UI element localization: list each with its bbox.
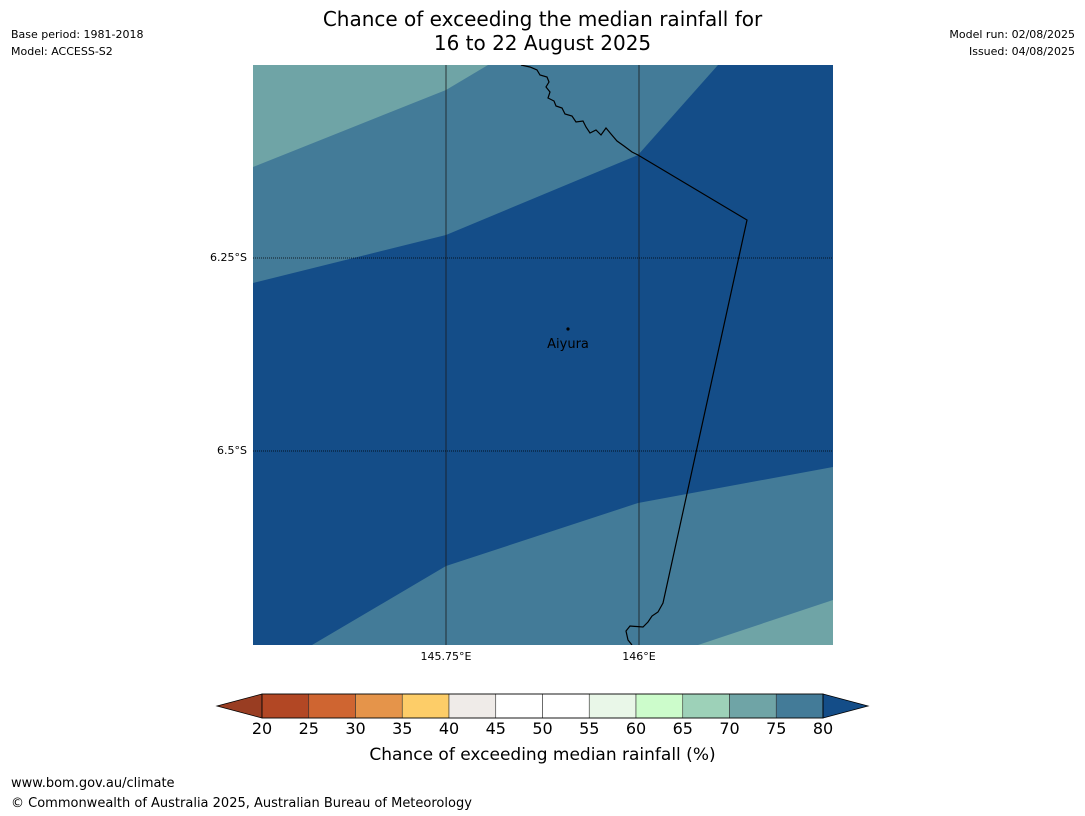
colorbar-segment [682, 693, 730, 719]
colorbar-segment [542, 693, 590, 719]
model-run-text: Model run: 02/08/2025 [949, 28, 1075, 41]
colorbar-tick-label: 25 [298, 719, 319, 738]
colorbar-segment [308, 693, 356, 719]
lat-label-6-25: 6.25°S [210, 251, 247, 264]
lat-label-6-5: 6.5°S [217, 444, 247, 457]
colorbar [215, 693, 870, 719]
metadata-left: Base period: 1981-2018 Model: ACCESS-S2 [11, 26, 143, 60]
map-layers [253, 65, 833, 645]
lon-label-145-75: 145.75°E [420, 650, 472, 663]
colorbar-tick-label: 80 [812, 719, 834, 738]
colorbar-segment [448, 693, 497, 719]
map-title-line1: Chance of exceeding the median rainfall … [322, 7, 763, 31]
colorbar-segment [401, 693, 450, 719]
metadata-right: Model run: 02/08/2025 Issued: 04/08/2025 [949, 26, 1075, 60]
colorbar-segment [495, 693, 543, 719]
colorbar-segments [261, 693, 824, 719]
colorbar-segment [588, 693, 637, 719]
colorbar-tick-label: 75 [766, 719, 787, 738]
aiyura-marker [566, 327, 570, 331]
issued-text: Issued: 04/08/2025 [968, 45, 1075, 58]
zone-80-bottom [253, 467, 833, 645]
rainfall-map [253, 65, 833, 645]
colorbar-tick-label: 30 [345, 719, 366, 738]
colorbar-tick-label: 70 [719, 719, 740, 738]
province-boundary [520, 65, 748, 645]
colorbar-segment [355, 693, 403, 719]
footer-url: www.bom.gov.au/climate [11, 776, 175, 791]
colorbar-tick-label: 50 [532, 719, 553, 738]
colorbar-tick-label: 65 [672, 719, 693, 738]
zone-75-top [253, 65, 488, 167]
colorbar-outline [261, 693, 824, 719]
footer-copyright: © Commonwealth of Australia 2025, Austra… [11, 796, 472, 811]
map-title-line2: 16 to 22 August 2025 [433, 31, 652, 55]
lon-label-146: 146°E [622, 650, 656, 663]
colorbar-segment [775, 693, 824, 719]
colorbar-segment [261, 693, 310, 719]
colorbar-segment [635, 693, 684, 719]
aiyura-label: Aiyura [547, 337, 589, 352]
colorbar-tick-label: 55 [579, 719, 600, 738]
zone-75-bottom [698, 600, 833, 645]
colorbar-label: Chance of exceeding median rainfall (%) [369, 745, 716, 765]
base-period-text: Base period: 1981-2018 [11, 28, 144, 41]
colorbar-tick-label: 20 [251, 719, 273, 738]
colorbar-segment [729, 693, 777, 719]
colorbar-low-extend [215, 693, 263, 719]
colorbar-high-extend [822, 693, 870, 719]
colorbar-tick-label: 45 [485, 719, 506, 738]
map-title: Chance of exceeding the median rainfall … [0, 7, 1085, 55]
colorbar-tick-label: 40 [438, 719, 460, 738]
model-text: Model: ACCESS-S2 [11, 45, 113, 58]
colorbar-tick-label: 35 [392, 719, 413, 738]
colorbar-tick-label: 60 [625, 719, 647, 738]
